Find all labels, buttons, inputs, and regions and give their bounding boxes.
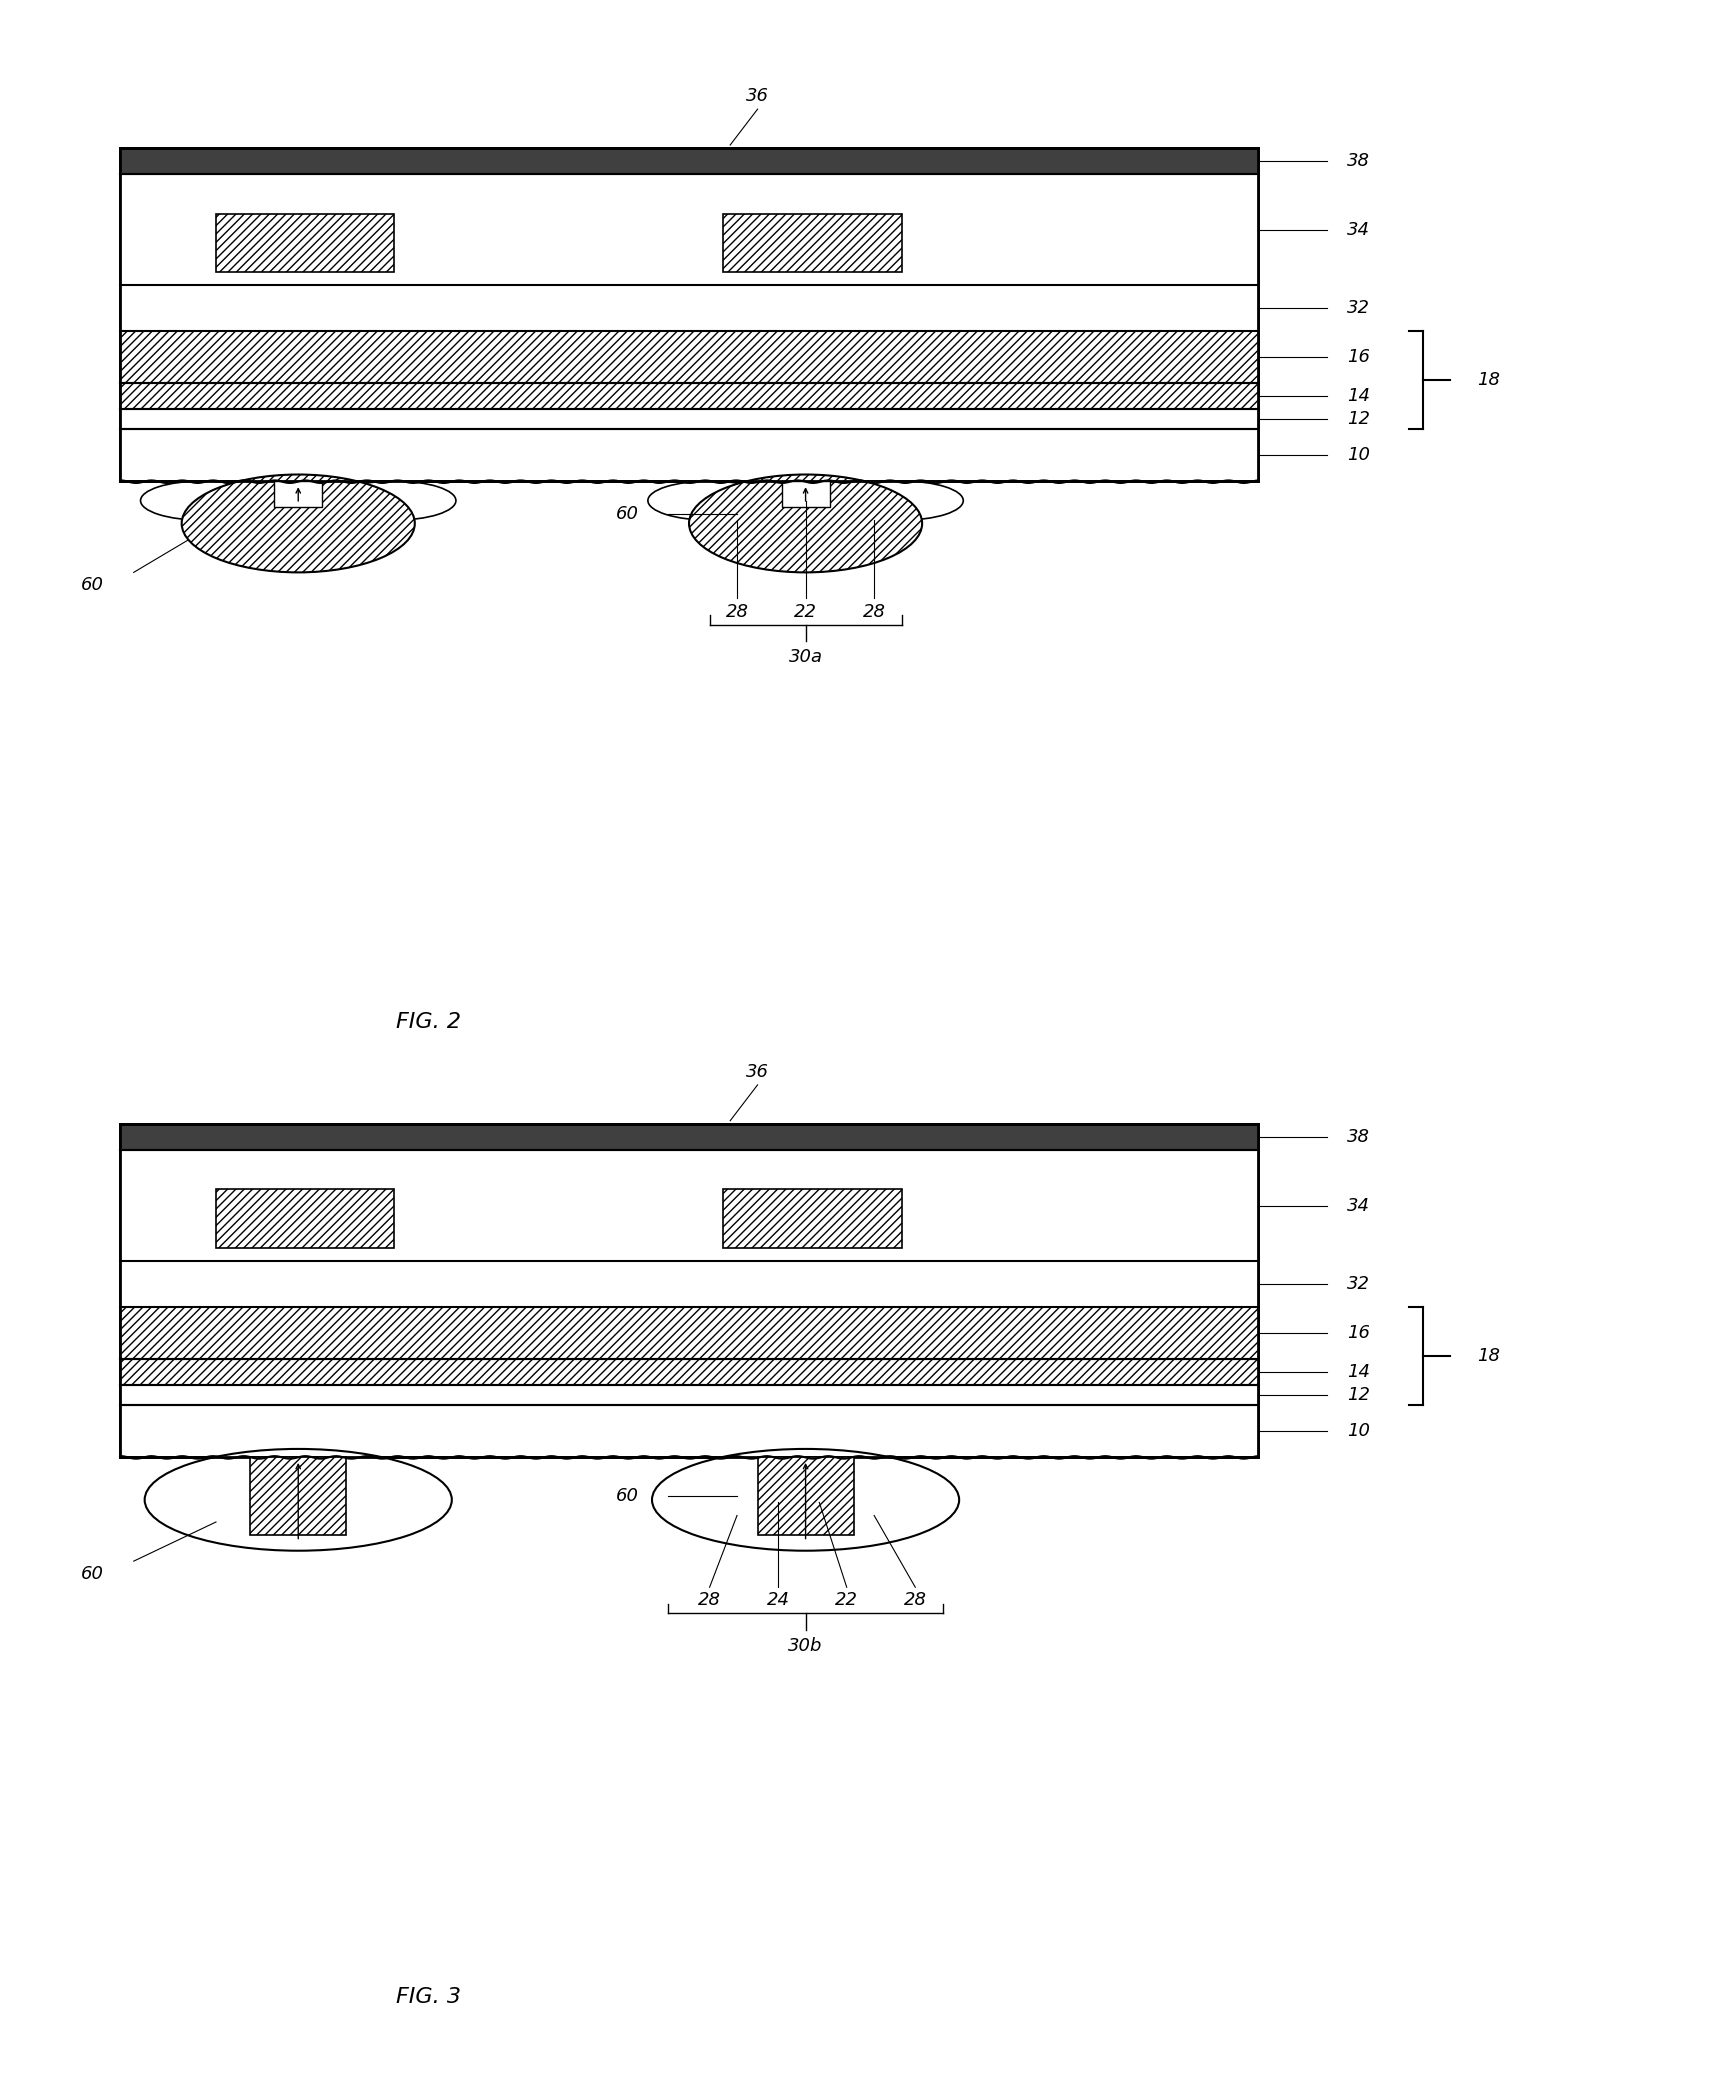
Bar xyxy=(120,1150,1258,1260)
Text: 18: 18 xyxy=(1477,1347,1500,1364)
Bar xyxy=(723,214,902,272)
Ellipse shape xyxy=(651,1449,960,1551)
Text: 28: 28 xyxy=(903,1592,927,1609)
Bar xyxy=(120,384,1258,409)
Bar xyxy=(120,147,1258,174)
Ellipse shape xyxy=(333,482,456,521)
Text: 34: 34 xyxy=(1347,220,1369,239)
Text: 24: 24 xyxy=(766,1592,790,1609)
Text: 28: 28 xyxy=(725,602,749,621)
Text: FIG. 3: FIG. 3 xyxy=(396,1987,461,2007)
Text: 16: 16 xyxy=(1347,349,1369,365)
Bar xyxy=(120,1405,1258,1457)
Bar xyxy=(274,482,322,507)
Bar xyxy=(120,147,1258,482)
Text: 22: 22 xyxy=(794,602,818,621)
Ellipse shape xyxy=(689,475,922,573)
Bar xyxy=(120,409,1258,430)
Text: 60: 60 xyxy=(615,504,639,523)
Bar xyxy=(758,1457,854,1534)
Bar xyxy=(216,214,394,272)
Ellipse shape xyxy=(141,482,264,521)
Text: 36: 36 xyxy=(746,1063,770,1082)
Bar xyxy=(120,430,1258,482)
Bar xyxy=(120,1123,1258,1457)
Bar xyxy=(120,1123,1258,1150)
Text: 32: 32 xyxy=(1347,1275,1369,1293)
Bar xyxy=(782,482,830,507)
Text: FIG. 2: FIG. 2 xyxy=(396,1011,461,1032)
Bar xyxy=(120,284,1258,330)
Text: 60: 60 xyxy=(615,1486,639,1505)
Text: 30b: 30b xyxy=(788,1638,823,1655)
Bar xyxy=(723,1190,902,1248)
Text: 10: 10 xyxy=(1347,446,1369,463)
Ellipse shape xyxy=(648,482,771,521)
Bar xyxy=(216,1190,394,1248)
Text: 28: 28 xyxy=(862,602,886,621)
Text: 22: 22 xyxy=(835,1592,859,1609)
Text: 34: 34 xyxy=(1347,1196,1369,1214)
Text: 60: 60 xyxy=(81,1565,105,1584)
Bar xyxy=(250,1457,346,1534)
Bar xyxy=(120,1260,1258,1306)
Bar xyxy=(120,1123,1258,1457)
Text: 14: 14 xyxy=(1347,388,1369,405)
Text: 36: 36 xyxy=(746,87,770,106)
Text: 38: 38 xyxy=(1347,1127,1369,1146)
Text: 12: 12 xyxy=(1347,1387,1369,1403)
Ellipse shape xyxy=(144,1449,452,1551)
Text: 60: 60 xyxy=(81,577,105,594)
Bar xyxy=(120,1306,1258,1360)
Bar xyxy=(120,174,1258,284)
Text: 28: 28 xyxy=(698,1592,722,1609)
Text: 38: 38 xyxy=(1347,152,1369,170)
Text: 30a: 30a xyxy=(788,648,823,666)
Text: 14: 14 xyxy=(1347,1364,1369,1381)
Bar xyxy=(120,1360,1258,1385)
Ellipse shape xyxy=(840,482,963,521)
Ellipse shape xyxy=(182,475,415,573)
Text: 32: 32 xyxy=(1347,299,1369,318)
Text: 16: 16 xyxy=(1347,1324,1369,1341)
Text: 18: 18 xyxy=(1477,372,1500,388)
Bar xyxy=(120,1385,1258,1405)
Bar xyxy=(120,330,1258,384)
Bar xyxy=(120,147,1258,482)
Text: 10: 10 xyxy=(1347,1422,1369,1439)
Text: 12: 12 xyxy=(1347,411,1369,428)
